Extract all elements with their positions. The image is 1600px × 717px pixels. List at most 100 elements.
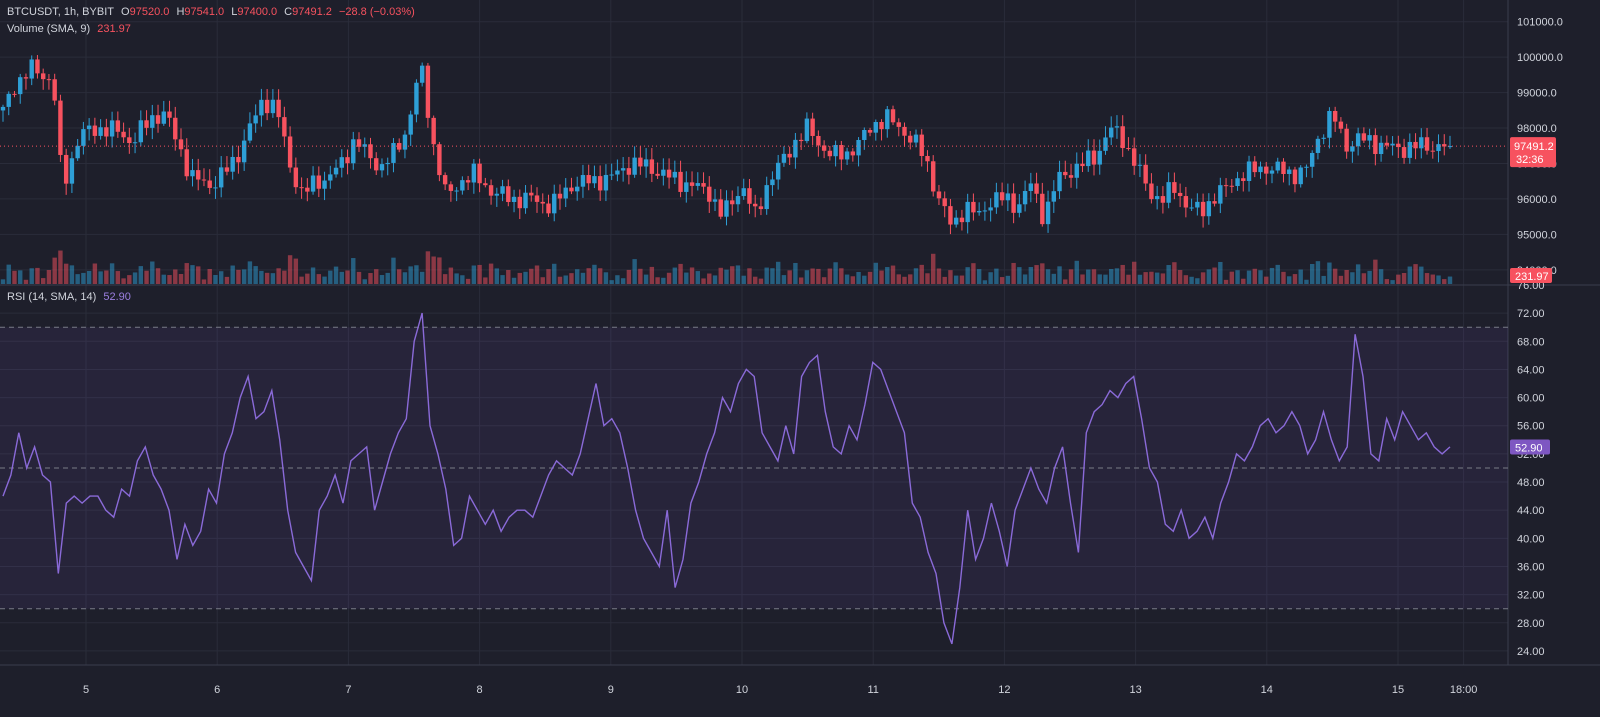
candle: [109, 120, 115, 137]
high-value: 97541.0: [184, 6, 225, 18]
volume-bar: [747, 268, 752, 284]
volume-bar: [1223, 279, 1229, 284]
candle: [1143, 164, 1148, 184]
candle: [1212, 201, 1217, 204]
volume-bar: [982, 280, 988, 284]
volume-bar: [862, 275, 867, 284]
volume-bar: [397, 269, 402, 284]
volume-bar: [52, 257, 57, 284]
candle: [92, 125, 98, 136]
volume-bar: [1126, 274, 1131, 284]
volume-bar: [75, 274, 80, 284]
candle: [1017, 204, 1022, 213]
candle: [873, 121, 878, 133]
volume-bar: [758, 278, 764, 284]
candle: [758, 206, 764, 210]
volume-bar: [132, 272, 138, 284]
volume-bar: [333, 266, 339, 284]
volume-bar: [712, 275, 718, 284]
candle: [1252, 161, 1257, 173]
volume-bar: [798, 277, 804, 284]
candle: [902, 126, 907, 136]
candle: [867, 130, 873, 133]
candle: [1315, 138, 1321, 153]
candle: [1051, 191, 1056, 202]
candle: [431, 117, 436, 145]
candle: [707, 186, 712, 202]
volume-bar: [1131, 261, 1137, 284]
candle: [701, 183, 706, 187]
time-tick-label: 8: [477, 684, 483, 696]
volume-bar: [827, 268, 833, 284]
candle: [75, 145, 80, 159]
candle: [35, 59, 40, 74]
candle: [770, 179, 775, 186]
volume-bar: [1005, 275, 1011, 284]
candle: [1246, 161, 1252, 181]
candle: [1223, 185, 1229, 187]
time-tick-label: 9: [608, 684, 614, 696]
candle: [316, 175, 322, 189]
volume-bar: [718, 267, 723, 284]
volume-bar: [35, 267, 40, 284]
volume-bar: [890, 265, 896, 284]
candle: [1264, 166, 1269, 174]
candle: [517, 196, 522, 209]
candle: [1057, 171, 1062, 192]
volume-bar: [534, 265, 540, 284]
volume-bar: [879, 270, 884, 284]
volume-bar: [695, 271, 700, 284]
volume-bar: [1200, 272, 1206, 284]
time-tick-label: 15: [1392, 684, 1404, 696]
candle: [184, 149, 189, 177]
volume-bar: [913, 268, 919, 284]
volume-bar: [1424, 273, 1430, 284]
volume-bar: [1143, 272, 1148, 284]
volume-bar: [511, 277, 517, 284]
time-tick-label: 13: [1129, 684, 1141, 696]
candle: [1097, 150, 1102, 165]
candle: [1177, 192, 1183, 197]
candle: [552, 193, 557, 214]
candle: [787, 153, 792, 158]
volume-bar: [1040, 263, 1045, 284]
candle: [132, 142, 138, 144]
candle: [798, 139, 804, 142]
volume-bar: [908, 274, 913, 284]
volume-badge-value: 231.97: [1515, 271, 1549, 283]
volume-bar: [345, 270, 350, 284]
candle: [506, 186, 511, 202]
volume-bar: [362, 279, 367, 284]
candle: [793, 139, 798, 158]
volume-legend-value: 231.97: [97, 23, 131, 35]
rsi-tick-label: 32.00: [1517, 590, 1545, 602]
volume-bar: [1166, 265, 1171, 284]
volume-bar: [1292, 274, 1298, 284]
time-tick-label: 5: [83, 684, 89, 696]
candle: [575, 186, 580, 192]
volume-bar: [448, 267, 454, 284]
candle: [695, 183, 700, 186]
volume-bar: [839, 268, 844, 284]
volume-bar: [586, 268, 591, 284]
candle: [753, 203, 758, 207]
volume-bar: [1103, 274, 1108, 284]
volume-bar: [971, 263, 976, 284]
volume-bar: [322, 276, 327, 284]
candle: [6, 93, 11, 107]
candle: [1022, 191, 1028, 205]
volume-bar: [1447, 276, 1453, 284]
volume-bar: [999, 277, 1005, 284]
volume-bar: [965, 267, 970, 284]
candle: [437, 144, 442, 176]
candle: [385, 162, 390, 165]
volume-bar: [247, 261, 253, 284]
volume-bar: [833, 262, 838, 284]
candle: [1304, 166, 1309, 168]
candle: [850, 151, 856, 156]
volume-bar: [1097, 274, 1102, 284]
candle: [936, 191, 942, 199]
volume-bar: [902, 276, 907, 284]
